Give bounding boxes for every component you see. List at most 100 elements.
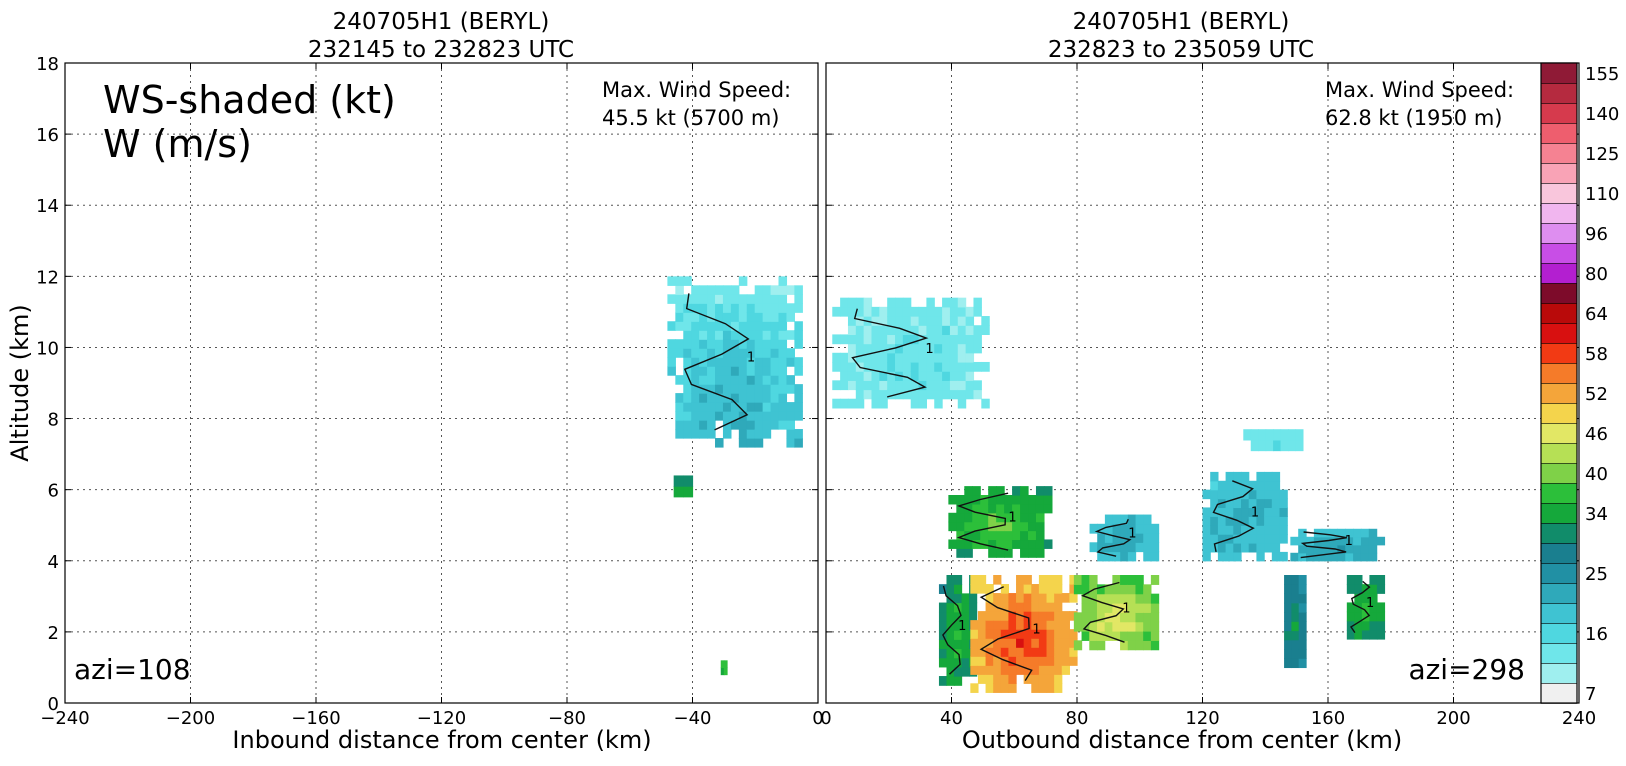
wind-cell bbox=[1061, 620, 1070, 630]
wind-cell bbox=[946, 584, 955, 594]
wind-cell bbox=[1000, 593, 1010, 603]
wind-cell bbox=[1258, 439, 1267, 452]
wind-cell bbox=[957, 316, 967, 326]
wind-cell bbox=[1376, 575, 1386, 585]
wind-cell bbox=[1264, 516, 1273, 526]
wind-cell bbox=[770, 420, 780, 430]
wind-cell bbox=[754, 339, 764, 349]
wind-cell bbox=[1038, 638, 1048, 648]
wind-cell bbox=[1202, 534, 1211, 544]
wind-cell bbox=[977, 629, 987, 639]
wind-cell bbox=[879, 306, 888, 317]
wind-cell bbox=[730, 330, 740, 340]
wind-cell bbox=[1016, 611, 1025, 621]
wind-cell bbox=[832, 361, 841, 372]
wind-cell bbox=[1353, 544, 1362, 554]
wind-cell bbox=[895, 380, 904, 391]
left-x-axis-label: Inbound distance from center (km) bbox=[232, 726, 651, 754]
colorbar-swatch bbox=[1540, 582, 1578, 604]
wind-cell bbox=[770, 402, 780, 412]
wind-cell bbox=[738, 420, 748, 430]
right-title-line1: 240705H1 (BERYL) bbox=[1073, 9, 1290, 35]
wind-cell bbox=[673, 475, 684, 487]
wind-cell bbox=[683, 375, 692, 385]
wind-cell bbox=[707, 339, 716, 349]
wind-cell bbox=[691, 285, 700, 295]
wind-cell bbox=[879, 325, 888, 336]
wind-cell bbox=[964, 548, 973, 558]
wind-cell bbox=[1104, 584, 1113, 595]
wind-cell bbox=[770, 294, 780, 304]
wind-cell bbox=[1256, 525, 1265, 535]
wind-cell bbox=[770, 393, 780, 403]
wind-cell bbox=[762, 411, 772, 421]
colorbar-tick-label: 64 bbox=[1585, 304, 1608, 325]
wind-cell bbox=[722, 285, 732, 295]
colorbar-swatch bbox=[1540, 462, 1578, 484]
y-tick-label: 14 bbox=[36, 196, 59, 217]
wind-cell bbox=[946, 593, 955, 604]
wind-cell bbox=[855, 398, 865, 409]
wind-cell bbox=[1104, 621, 1113, 632]
wind-cell bbox=[1054, 683, 1063, 693]
wind-cell bbox=[1028, 512, 1037, 523]
right-max-value: 62.8 kt (1950 m) bbox=[1325, 106, 1502, 130]
wind-cell bbox=[778, 312, 788, 322]
wind-cell bbox=[1035, 521, 1045, 532]
wind-cell bbox=[957, 334, 967, 345]
wind-cell bbox=[964, 521, 973, 532]
wind-cell bbox=[1046, 593, 1055, 603]
wind-cell bbox=[863, 361, 873, 372]
wind-cell bbox=[973, 297, 982, 308]
wind-cell bbox=[965, 371, 975, 381]
wind-cell bbox=[1135, 523, 1144, 534]
wind-cell bbox=[762, 303, 772, 313]
wind-cell bbox=[1287, 429, 1297, 441]
wind-cell bbox=[847, 334, 857, 345]
wind-cell bbox=[1250, 429, 1259, 441]
wind-cell bbox=[934, 306, 943, 317]
wind-cell bbox=[778, 357, 788, 367]
wind-cell bbox=[956, 530, 965, 541]
wind-cell bbox=[1038, 575, 1048, 585]
wind-cell bbox=[1354, 593, 1363, 604]
wind-cell bbox=[902, 352, 912, 363]
wind-cell bbox=[699, 330, 708, 340]
wind-cell bbox=[1023, 620, 1032, 630]
wind-cell bbox=[1279, 498, 1288, 509]
wind-cell bbox=[1016, 638, 1025, 648]
wind-cell bbox=[942, 343, 951, 354]
wind-cell bbox=[847, 380, 857, 391]
wind-cell bbox=[1280, 429, 1289, 441]
wind-cell bbox=[993, 611, 1002, 621]
wind-cell bbox=[840, 352, 849, 363]
wind-cell bbox=[926, 371, 935, 381]
wind-cell bbox=[1028, 539, 1037, 549]
wind-cell bbox=[969, 593, 978, 604]
wind-cell bbox=[1127, 542, 1137, 553]
wind-cell bbox=[762, 402, 772, 412]
wind-cell bbox=[1233, 551, 1242, 562]
y-tick-label: 10 bbox=[36, 338, 59, 359]
wind-cell bbox=[985, 602, 994, 612]
wind-cell bbox=[954, 657, 963, 668]
wind-cell bbox=[1243, 429, 1252, 441]
wind-cell bbox=[683, 276, 692, 286]
left-max-value: 45.5 kt (5700 m) bbox=[602, 106, 779, 130]
wind-cell bbox=[1127, 621, 1137, 632]
w-contour bbox=[1350, 580, 1371, 633]
wind-cell bbox=[746, 411, 756, 421]
wind-cell bbox=[1038, 620, 1048, 630]
wind-cell bbox=[707, 393, 716, 403]
wind-cell bbox=[1035, 512, 1045, 523]
wind-cell bbox=[1291, 611, 1300, 622]
wind-cell bbox=[707, 303, 716, 313]
wind-cell bbox=[1031, 674, 1040, 684]
wind-cell bbox=[683, 330, 692, 340]
wind-cell bbox=[1096, 593, 1106, 604]
wind-cell bbox=[1265, 439, 1274, 452]
wind-cell bbox=[1202, 543, 1211, 553]
wind-cell bbox=[970, 629, 979, 639]
wind-cell bbox=[949, 325, 959, 336]
wind-cell bbox=[863, 297, 873, 308]
